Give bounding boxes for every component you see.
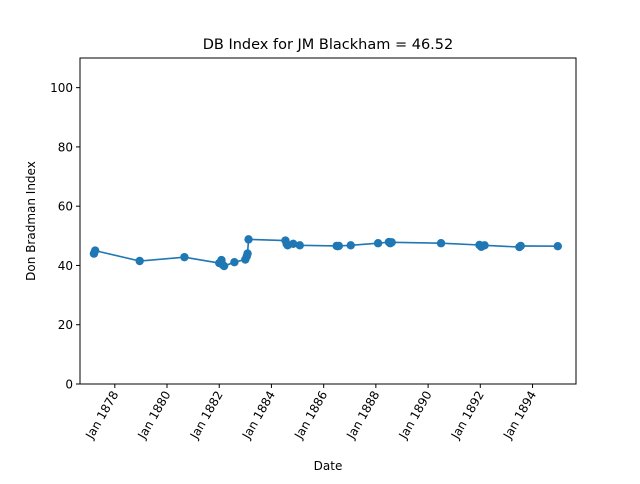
chart-title: DB Index for JM Blackham = 46.52 [203,37,454,53]
x-tick-label: Jan 1884 [239,389,278,443]
x-tick-label: Jan 1878 [82,389,121,443]
plot-area [79,57,577,385]
data-point [334,241,344,251]
x-tick-label: Jan 1880 [135,389,174,443]
x-axis: Jan 1878 Jan 1880 Jan 1882 Jan 1884 Jan 1886… [82,384,539,442]
y-tick-label: 40 [58,259,73,273]
x-axis-label: Date [314,459,343,473]
data-point [480,241,489,250]
data-point [219,261,229,271]
data-point [244,235,253,244]
series-layer [89,235,562,271]
data-point [387,238,396,247]
data-point [346,241,355,250]
data-point [230,257,239,267]
data-point [90,246,100,255]
y-tick-label: 60 [58,200,73,214]
y-axis: 0 20 40 60 80 100 [50,81,80,392]
y-tick-label: 100 [50,81,73,95]
y-tick-label: 20 [58,318,73,332]
x-tick-label: Jan 1886 [291,389,330,443]
x-tick-label: Jan 1890 [396,389,435,443]
data-point [516,241,525,251]
data-point [135,256,144,266]
data-point [373,239,383,248]
data-point [436,239,446,248]
x-tick-label: Jan 1892 [448,389,487,443]
data-point [295,241,305,250]
data-point [180,252,189,262]
data-point [553,241,562,251]
data-point [243,249,252,258]
data-point [289,239,298,249]
y-tick-label: 80 [58,140,73,154]
y-tick-label: 0 [65,378,73,392]
x-tick-label: Jan 1888 [343,389,382,443]
x-tick-label: Jan 1894 [500,389,539,443]
x-tick-label: Jan 1882 [187,389,226,443]
y-axis-label: Don Bradman Index [24,161,38,281]
